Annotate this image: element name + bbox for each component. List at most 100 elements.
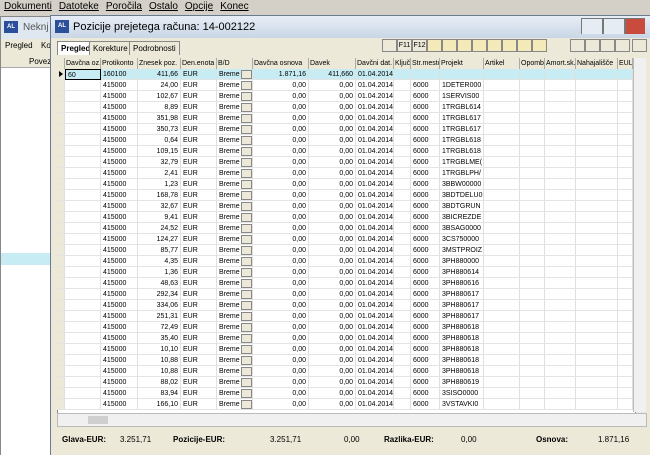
row-indicator[interactable]: [57, 333, 65, 344]
dropdown-button[interactable]: [241, 279, 252, 288]
scroll-thumb[interactable]: [88, 416, 108, 424]
dropdown-button[interactable]: [241, 213, 252, 222]
dropdown-button[interactable]: [241, 125, 252, 134]
toolbar-button[interactable]: F11: [397, 39, 412, 52]
vertical-scrollbar[interactable]: [633, 58, 646, 412]
cell[interactable]: Breme: [217, 311, 253, 322]
row-indicator[interactable]: [57, 190, 65, 201]
column-header[interactable]: Davčna oz.: [65, 58, 101, 69]
toolbar-button[interactable]: [457, 39, 472, 52]
dropdown-button[interactable]: [241, 323, 252, 332]
column-header[interactable]: Protikonto: [101, 58, 138, 69]
exit-button[interactable]: [632, 39, 647, 52]
row-indicator[interactable]: [57, 289, 65, 300]
minimize-button[interactable]: [581, 18, 603, 34]
cell[interactable]: Breme: [217, 322, 253, 333]
row-indicator[interactable]: [57, 256, 65, 267]
row-indicator[interactable]: [57, 355, 65, 366]
nav-button[interactable]: [600, 39, 615, 52]
toolbar-button[interactable]: [382, 39, 397, 52]
row-indicator[interactable]: [57, 124, 65, 135]
row-indicator[interactable]: [57, 278, 65, 289]
toolbar-button[interactable]: [502, 39, 517, 52]
cell[interactable]: Breme: [217, 366, 253, 377]
dropdown-button[interactable]: [241, 114, 252, 123]
column-header[interactable]: Str.mesto: [411, 58, 440, 69]
cell[interactable]: Breme: [217, 91, 253, 102]
cell[interactable]: Breme: [217, 201, 253, 212]
dropdown-button[interactable]: [241, 81, 252, 90]
cell[interactable]: Breme: [217, 212, 253, 223]
cell[interactable]: Breme: [217, 344, 253, 355]
cell[interactable]: Breme: [217, 124, 253, 135]
menu-item[interactable]: Opcije: [184, 1, 214, 12]
cell[interactable]: Breme: [217, 135, 253, 146]
row-indicator[interactable]: [57, 135, 65, 146]
tab[interactable]: Korekture: [89, 41, 132, 55]
dropdown-button[interactable]: [241, 356, 252, 365]
bg-tab[interactable]: Pregled: [5, 41, 33, 50]
column-header[interactable]: Davek: [309, 58, 356, 69]
horizontal-scrollbar[interactable]: [57, 413, 647, 427]
row-indicator[interactable]: [57, 300, 65, 311]
maximize-button[interactable]: [603, 18, 625, 34]
column-header[interactable]: Amort.sk.: [545, 58, 576, 69]
row-indicator[interactable]: [57, 212, 65, 223]
cell[interactable]: Breme: [217, 289, 253, 300]
dropdown-button[interactable]: [241, 235, 252, 244]
dropdown-button[interactable]: [241, 334, 252, 343]
row-indicator[interactable]: [57, 157, 65, 168]
menu-item[interactable]: Konec: [220, 1, 249, 12]
dropdown-button[interactable]: [241, 246, 252, 255]
column-header[interactable]: Den.enota: [181, 58, 217, 69]
dropdown-button[interactable]: [241, 257, 252, 266]
row-indicator[interactable]: [57, 168, 65, 179]
toolbar-button[interactable]: [487, 39, 502, 52]
row-indicator[interactable]: [57, 311, 65, 322]
cell[interactable]: Breme: [217, 355, 253, 366]
dropdown-button[interactable]: [241, 367, 252, 376]
toolbar-button[interactable]: [517, 39, 532, 52]
dropdown-button[interactable]: [241, 400, 252, 409]
row-indicator[interactable]: [57, 366, 65, 377]
cell[interactable]: Breme: [217, 168, 253, 179]
dropdown-button[interactable]: [241, 268, 252, 277]
menu-item[interactable]: Dokumenti: [4, 1, 52, 12]
column-header[interactable]: Artikel: [484, 58, 520, 69]
menu-item[interactable]: Poročila: [105, 1, 142, 12]
tab[interactable]: Podrobnosti: [129, 41, 180, 55]
row-indicator[interactable]: [57, 377, 65, 388]
dropdown-button[interactable]: [241, 169, 252, 178]
dropdown-button[interactable]: [241, 158, 252, 167]
dropdown-button[interactable]: [241, 191, 252, 200]
dropdown-button[interactable]: [241, 92, 252, 101]
dropdown-button[interactable]: [241, 345, 252, 354]
cell[interactable]: Breme: [217, 102, 253, 113]
row-indicator[interactable]: [57, 201, 65, 212]
dropdown-button[interactable]: [241, 103, 252, 112]
dropdown-button[interactable]: [241, 378, 252, 387]
row-indicator[interactable]: [57, 245, 65, 256]
row-indicator[interactable]: [57, 113, 65, 124]
column-header[interactable]: Davčna osnova: [253, 58, 309, 69]
dropdown-button[interactable]: [241, 389, 252, 398]
cell[interactable]: Breme: [217, 146, 253, 157]
row-indicator[interactable]: [57, 102, 65, 113]
toolbar-button[interactable]: [472, 39, 487, 52]
row-indicator[interactable]: [57, 223, 65, 234]
cell[interactable]: Breme: [217, 300, 253, 311]
dropdown-button[interactable]: [241, 70, 252, 79]
nav-button[interactable]: [615, 39, 630, 52]
column-header[interactable]: Znesek poz.: [138, 58, 181, 69]
nav-button[interactable]: [585, 39, 600, 52]
cell[interactable]: Breme: [217, 388, 253, 399]
row-indicator[interactable]: [57, 146, 65, 157]
column-header[interactable]: B/D: [217, 58, 253, 69]
menu-item[interactable]: Datoteke: [58, 1, 99, 12]
row-indicator[interactable]: [57, 234, 65, 245]
column-header[interactable]: EUL: [618, 58, 633, 69]
cell[interactable]: Breme: [217, 333, 253, 344]
row-indicator[interactable]: [57, 388, 65, 399]
dropdown-button[interactable]: [241, 301, 252, 310]
cell[interactable]: Breme: [217, 234, 253, 245]
